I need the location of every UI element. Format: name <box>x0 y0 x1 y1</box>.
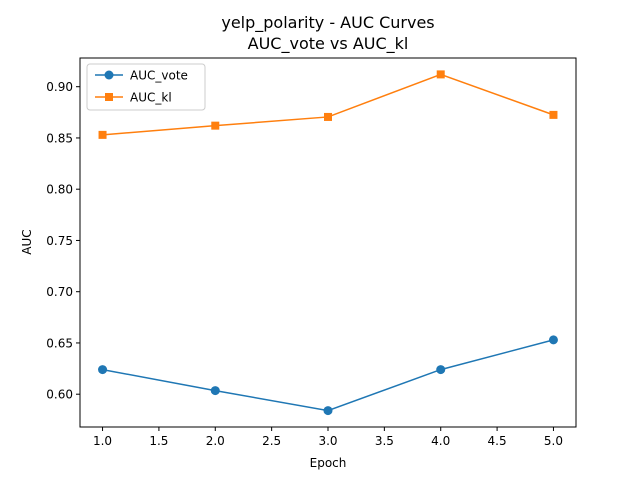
legend-marker-auc-vote <box>104 70 114 80</box>
legend: AUC_vote AUC_kl <box>86 63 206 111</box>
data-point-auc-vote <box>436 365 446 375</box>
y-tick-label: 0.70 <box>46 285 73 299</box>
data-point-auc-kl <box>549 110 558 119</box>
data-point-auc-vote <box>210 386 220 396</box>
x-tick-label: 2.0 <box>206 434 225 448</box>
data-point-auc-vote <box>548 335 558 345</box>
data-point-auc-kl <box>211 121 220 130</box>
x-tick-label: 3.5 <box>375 434 394 448</box>
y-tick-label: 0.60 <box>46 388 73 402</box>
y-tick-label: 0.75 <box>46 234 73 248</box>
x-tick-label: 3.0 <box>318 434 337 448</box>
y-tick-label: 0.90 <box>46 80 73 94</box>
data-point-auc-kl <box>324 112 332 121</box>
data-point-auc-kl <box>436 70 445 79</box>
series-layer <box>98 70 558 416</box>
x-tick-label: 1.0 <box>93 434 112 448</box>
legend-label-auc-vote: AUC_vote <box>130 69 188 83</box>
x-tick-label: 1.5 <box>149 434 168 448</box>
legend-label-auc-kl: AUC_kl <box>130 91 172 105</box>
x-axis-ticks: 1.0 1.5 2.0 2.5 3.0 3.5 4.0 4.5 5.0 <box>93 427 563 448</box>
y-axis-label: AUC <box>20 229 34 254</box>
x-tick-label: 4.0 <box>431 434 450 448</box>
legend-marker-auc-kl <box>105 93 113 101</box>
y-tick-label: 0.65 <box>46 336 73 350</box>
x-tick-label: 5.0 <box>544 434 563 448</box>
data-point-auc-vote <box>323 406 333 416</box>
chart-subtitle: AUC_vote vs AUC_kl <box>248 34 409 54</box>
data-point-auc-kl <box>98 130 107 139</box>
y-axis-ticks: 0.60 0.65 0.70 0.75 0.80 0.85 0.90 <box>46 80 80 402</box>
x-tick-label: 2.5 <box>262 434 281 448</box>
y-tick-label: 0.80 <box>46 183 73 197</box>
chart-title: yelp_polarity - AUC Curves <box>221 13 434 33</box>
plot-frame <box>79 57 577 428</box>
x-axis-label: Epoch <box>310 456 347 470</box>
y-tick-label: 0.85 <box>46 131 73 145</box>
data-point-auc-vote <box>98 365 108 375</box>
x-tick-label: 4.5 <box>488 434 507 448</box>
